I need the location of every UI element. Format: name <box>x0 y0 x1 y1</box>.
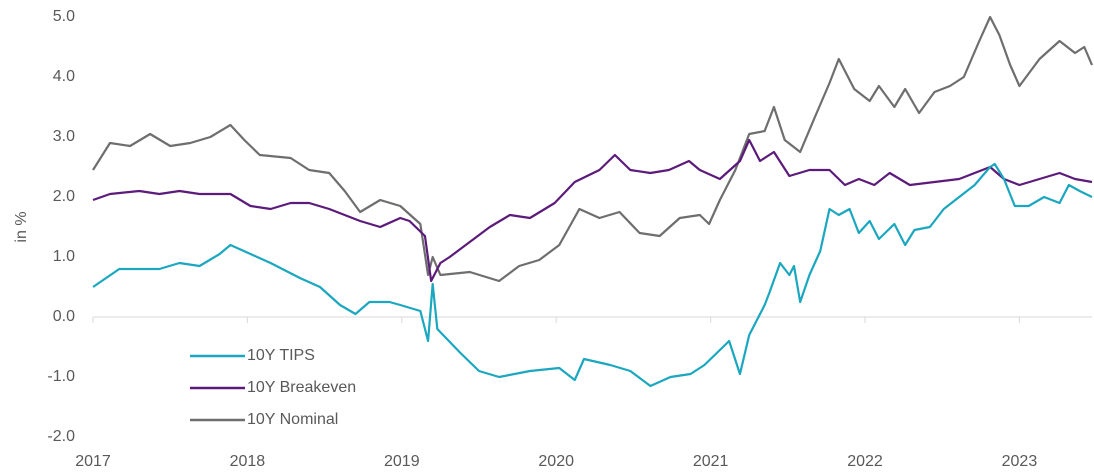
x-tick-label: 2021 <box>693 453 729 470</box>
y-tick-label: -1.0 <box>47 368 75 385</box>
y-tick-label: 5.0 <box>53 8 75 25</box>
x-tick-label: 2017 <box>75 453 111 470</box>
legend-label: 10Y Breakeven <box>247 379 356 396</box>
y-tick-label: 0.0 <box>53 308 75 325</box>
y-tick-label: -2.0 <box>47 428 75 445</box>
y-tick-label: 4.0 <box>53 68 75 85</box>
series-line <box>92 138 1093 283</box>
y-tick-label: 1.0 <box>53 248 75 265</box>
x-tick-label: 2022 <box>847 453 883 470</box>
x-tick-label: 2023 <box>1002 453 1038 470</box>
y-tick-label: 2.0 <box>53 188 75 205</box>
x-tick-label: 2018 <box>230 453 266 470</box>
x-tick-label: 2020 <box>538 453 574 470</box>
legend-label: 10Y TIPS <box>247 347 315 364</box>
y-tick-label: 3.0 <box>53 128 75 145</box>
series-line <box>92 162 1093 388</box>
x-tick-label: 2019 <box>384 453 420 470</box>
series-line <box>92 15 1094 283</box>
legend-label: 10Y Nominal <box>247 411 338 428</box>
y-axis-label: in % <box>13 211 30 242</box>
